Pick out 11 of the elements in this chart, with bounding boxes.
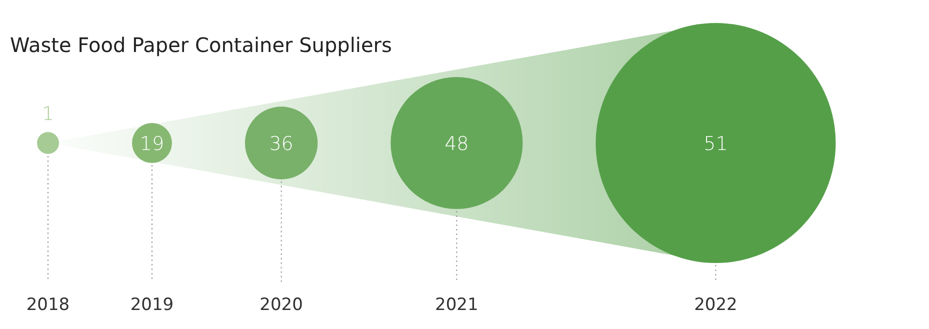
category-label: 2019 bbox=[130, 295, 174, 315]
category-label: 2022 bbox=[694, 295, 738, 315]
text: Waste Food Paper Container Suppliers bbox=[10, 33, 392, 57]
category-label: 2020 bbox=[260, 295, 303, 315]
data-label: 19 bbox=[140, 133, 164, 155]
category-label: 2018 bbox=[26, 295, 70, 315]
data-label: 51 bbox=[704, 133, 728, 155]
data-label: 36 bbox=[269, 133, 294, 155]
data-label: 1 bbox=[42, 103, 54, 125]
data-label: 48 bbox=[444, 133, 469, 155]
category-label: 2021 bbox=[435, 295, 478, 315]
